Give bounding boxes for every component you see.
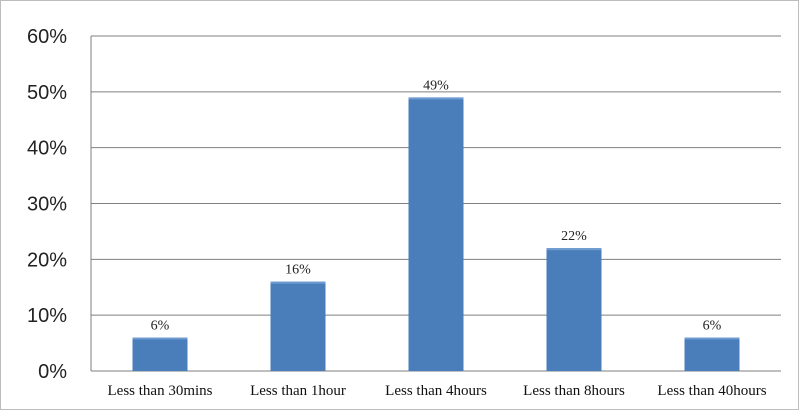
data-label: 49% (423, 78, 449, 93)
bar-layer (132, 97, 740, 372)
bar-highlight (546, 248, 602, 251)
y-tick-label: 0% (38, 361, 67, 383)
bar (270, 281, 326, 371)
bar-highlight (270, 281, 326, 284)
bar (546, 248, 602, 371)
bar-highlight (132, 337, 188, 340)
y-tick-label: 30% (27, 194, 67, 216)
x-tick-label: Less than 4hours (385, 383, 487, 399)
bar (132, 337, 188, 371)
x-tick-label: Less than 30mins (108, 383, 213, 399)
data-label: 6% (703, 319, 722, 334)
data-label: 6% (151, 319, 170, 334)
bar-highlight (684, 337, 740, 340)
label-layer: 0% 10% 20% 30% 40% 50% 60% 6% Less than 30mins 16… (27, 26, 767, 399)
data-label: 22% (561, 229, 587, 244)
y-tick-label: 20% (27, 249, 67, 271)
y-tick-label: 50% (27, 82, 67, 104)
data-label: 16% (285, 263, 311, 278)
y-tick-label: 40% (27, 138, 67, 160)
bar-highlight (408, 97, 464, 100)
bar (684, 337, 740, 371)
x-tick-label: Less than 1hour (250, 383, 346, 399)
x-tick-label: Less than 8hours (523, 383, 625, 399)
y-tick-label: 60% (27, 26, 67, 48)
bar (408, 97, 464, 372)
x-tick-label: Less than 40hours (657, 383, 766, 399)
y-tick-label: 10% (27, 305, 67, 327)
